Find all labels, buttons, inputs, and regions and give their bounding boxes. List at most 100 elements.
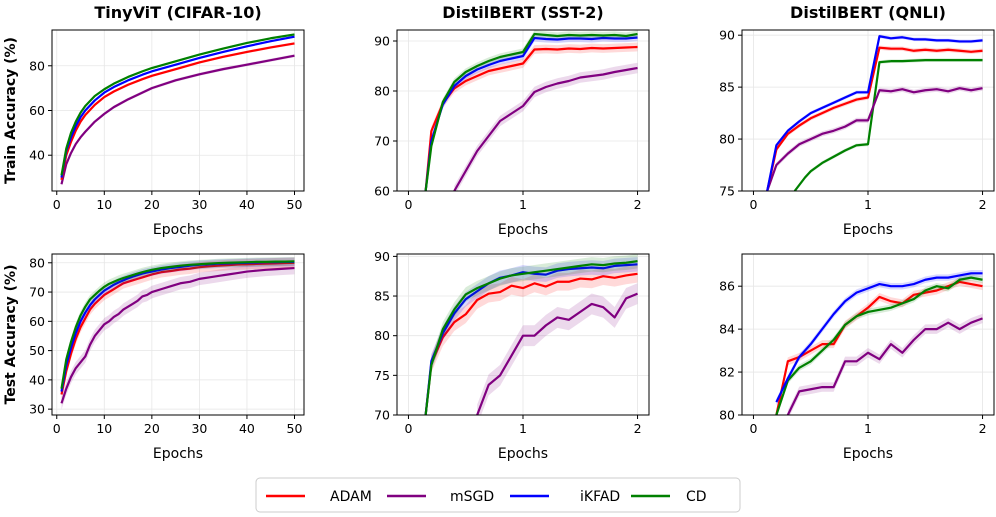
band-cd: [425, 254, 638, 415]
chart-panel-4: 0 10 20 30 40 50 30 40 50 60 70 80 Epochs Test Accura…: [3, 253, 305, 462]
y-tick-label: 80: [29, 58, 45, 73]
x-axis-label: Epochs: [843, 446, 893, 462]
x-tick-label: 10: [96, 421, 112, 436]
y-tick-label: 70: [374, 134, 390, 149]
y-tick-label: 80: [719, 132, 735, 147]
y-tick-label: 82: [719, 365, 735, 380]
x-tick-label: 30: [191, 421, 207, 436]
x-tick-label: 20: [144, 197, 160, 212]
band-cd: [794, 58, 983, 191]
legend-label-adam: ADAM: [330, 489, 372, 505]
band-ikfad: [425, 33, 638, 191]
y-tick-label: 90: [374, 34, 390, 49]
y-tick-label: 75: [719, 184, 735, 199]
series-line-adam: [60, 261, 295, 395]
y-tick-label: 84: [719, 322, 735, 337]
y-tick-label: 40: [29, 148, 45, 163]
series-line-ikfad: [424, 36, 638, 191]
band-ikfad: [61, 35, 295, 179]
y-tick-label: 85: [374, 289, 390, 304]
series-line-msgd: [766, 87, 983, 191]
legend-label-msgd: mSGD: [450, 489, 494, 505]
y-axis-label: Test Accuracy (%): [3, 265, 19, 405]
x-axis-label: Epochs: [153, 222, 203, 238]
x-tick-label: 0: [53, 421, 61, 436]
series-line-ikfad: [60, 35, 295, 178]
series-line-cd: [775, 276, 983, 415]
y-tick-label: 75: [374, 368, 390, 383]
y-tick-label: 70: [374, 408, 390, 423]
chart-panel-2: 0 1 2 60 70 80 90 Epochs DistilBERT (SST-2): [374, 3, 650, 238]
x-tick-label: 20: [144, 421, 160, 436]
y-tick-label: 80: [374, 84, 390, 99]
x-tick-label: 0: [404, 421, 412, 436]
x-tick-label: 1: [519, 421, 527, 436]
chart-panel-3: 0 1 2 75 80 85 90 Epochs DistilBERT (QNLI): [719, 3, 995, 238]
x-tick-label: 0: [749, 421, 757, 436]
plot-frame: [51, 253, 305, 416]
x-tick-label: 10: [96, 197, 112, 212]
x-tick-label: 1: [519, 197, 527, 212]
series-line-msgd: [453, 66, 638, 191]
series-line-ikfad: [766, 35, 983, 191]
y-tick-label: 90: [719, 28, 735, 43]
y-tick-label: 40: [29, 372, 45, 387]
legend-frame: [255, 477, 741, 513]
y-tick-label: 30: [29, 402, 45, 417]
x-tick-label: 40: [239, 197, 255, 212]
y-tick-label: 85: [719, 80, 735, 95]
y-tick-label: 90: [374, 249, 390, 264]
x-tick-label: 1: [864, 421, 872, 436]
x-tick-label: 2: [979, 421, 987, 436]
series-line-msgd: [476, 292, 638, 415]
series-line-msgd: [786, 317, 983, 415]
legend: ADAM mSGD iKFAD CD: [255, 477, 741, 513]
x-tick-label: 1: [864, 197, 872, 212]
band-adam: [425, 42, 638, 191]
x-tick-label: 0: [53, 197, 61, 212]
legend-label-ikfad: iKFAD: [580, 489, 620, 505]
series-line-adam: [775, 280, 983, 415]
series-line-cd: [60, 33, 295, 176]
x-axis-label: Epochs: [843, 222, 893, 238]
y-tick-label: 50: [29, 343, 45, 358]
x-tick-label: 40: [239, 421, 255, 436]
series-line-cd: [60, 260, 295, 389]
band-msgd: [787, 313, 983, 415]
chart-panel-1: 0 10 20 30 40 50 40 60 80 Epochs TinyViT (CIFAR-10…: [3, 3, 305, 238]
x-tick-label: 2: [634, 421, 642, 436]
x-tick-label: 2: [979, 197, 987, 212]
chart-title: TinyViT (CIFAR-10): [94, 3, 261, 22]
x-tick-label: 2: [634, 197, 642, 212]
chart-title: DistilBERT (SST-2): [442, 3, 603, 22]
series-line-cd: [793, 59, 983, 191]
y-tick-label: 60: [29, 314, 45, 329]
legend-label-cd: CD: [686, 489, 707, 505]
chart-panel-6: 0 1 2 80 82 84 86 Epochs: [719, 253, 995, 462]
y-tick-label: 86: [719, 279, 735, 294]
series-line-cd: [424, 32, 638, 191]
x-tick-label: 0: [404, 197, 412, 212]
x-axis-label: Epochs: [153, 446, 203, 462]
x-axis-label: Epochs: [498, 222, 548, 238]
x-tick-label: 0: [749, 197, 757, 212]
series-line-adam: [424, 272, 638, 415]
y-axis-label: Train Accuracy (%): [3, 37, 19, 184]
series-line-adam: [424, 45, 638, 191]
x-tick-label: 50: [287, 421, 303, 436]
band-ikfad: [425, 257, 638, 415]
chart-title: DistilBERT (QNLI): [790, 3, 946, 22]
y-tick-label: 60: [29, 103, 45, 118]
series-line-ikfad: [775, 272, 983, 403]
y-tick-label: 60: [374, 184, 390, 199]
x-axis-label: Epochs: [498, 446, 548, 462]
y-tick-label: 80: [719, 408, 735, 423]
y-tick-label: 70: [29, 285, 45, 300]
series-line-msgd: [60, 266, 295, 404]
band-adam: [425, 264, 638, 415]
series-line-msgd: [60, 54, 295, 185]
band-cd: [61, 256, 295, 394]
band-msgd: [454, 62, 638, 191]
chart-panel-5: 0 1 2 70 75 80 85 90 Epochs: [374, 249, 650, 462]
